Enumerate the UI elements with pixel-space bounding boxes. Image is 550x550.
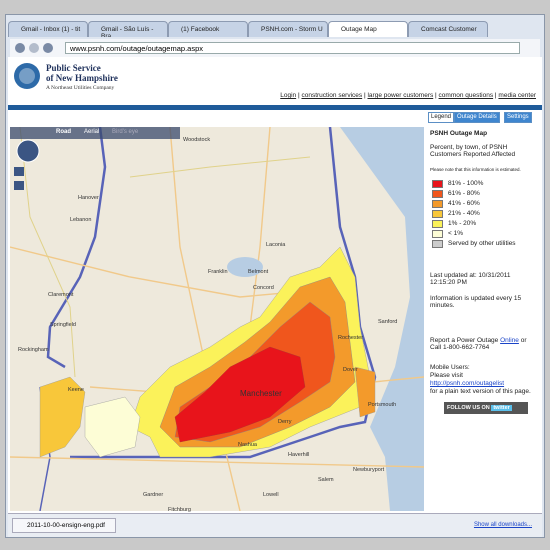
address-bar[interactable]: www.psnh.com/outage/outagemap.aspx xyxy=(65,42,520,54)
tagline: A Northeast Utilities Company xyxy=(46,85,115,91)
panel-tab[interactable]: Legend xyxy=(428,112,455,123)
nav-link[interactable]: large power customers xyxy=(367,92,434,99)
panel-note: Please note that this information is est… xyxy=(430,167,521,172)
map-label: Hanover xyxy=(78,195,99,201)
toolbar: www.psnh.com/outage/outagemap.aspx xyxy=(10,39,540,57)
map-label: Fitchburg xyxy=(168,507,191,513)
twitter-button[interactable]: FOLLOW US ON twitter xyxy=(444,402,528,414)
text: 2011-10-00-ensign-eng.pdf xyxy=(27,522,105,529)
web-page: Public Service of New Hampshire A Northe… xyxy=(8,57,542,513)
company-name: Public Service xyxy=(46,63,101,73)
panel-title: PSNH Outage Map xyxy=(430,130,488,137)
text: Report a Power Outage xyxy=(430,337,499,344)
browser-tab[interactable]: Gmail - São Luís - Bra xyxy=(88,21,168,37)
map-view-tab[interactable]: Bird's eye xyxy=(112,129,139,135)
download-item[interactable]: 2011-10-00-ensign-eng.pdf xyxy=(12,518,116,533)
update-info: Information is updated every 15 minutes. xyxy=(430,295,522,309)
text: FOLLOW US ON xyxy=(447,405,490,411)
map-label: Newburyport xyxy=(353,467,385,473)
map-label: Dover xyxy=(343,367,358,373)
legend-label: 21% - 40% xyxy=(448,210,480,217)
nav-link[interactable]: construction services xyxy=(301,92,363,99)
text: twitter xyxy=(491,405,512,411)
map-label: Belmont xyxy=(248,269,269,275)
nav-link[interactable]: common questions xyxy=(438,92,494,99)
header-rule xyxy=(8,105,542,110)
map-label: Keene xyxy=(68,387,84,393)
nav-buttons[interactable] xyxy=(14,42,62,54)
map-label: Concord xyxy=(253,285,274,291)
mobile-text: for a plain text version of this page. xyxy=(430,388,531,395)
panel-tab[interactable]: Settings xyxy=(504,112,532,123)
legend-swatch xyxy=(432,200,443,208)
map-label: Lebanon xyxy=(70,217,92,223)
map-label: Woodstock xyxy=(183,137,211,143)
map-label: Claremont xyxy=(48,292,74,298)
browser-tab[interactable]: (1) Facebook xyxy=(168,21,248,37)
map-view-tab[interactable]: Aerial xyxy=(84,129,100,135)
map-label: Rockingham xyxy=(18,347,49,353)
map-label: Lowell xyxy=(263,492,279,498)
mobile-link[interactable]: http://psnh.com/outagelist xyxy=(430,380,505,387)
link[interactable]: Online xyxy=(500,337,519,344)
legend-label: 81% - 100% xyxy=(448,180,484,187)
browser-tab[interactable]: Comcast Customer xyxy=(408,21,488,37)
map-label: Portsmouth xyxy=(368,402,397,408)
nav-link[interactable]: media center xyxy=(498,92,536,99)
company-name: of New Hampshire xyxy=(46,73,118,83)
nav-bar: Login | construction services | large po… xyxy=(280,92,536,99)
legend-swatch xyxy=(432,240,443,248)
panel-description: Percent, by town, of PSNH Customers Repo… xyxy=(430,144,516,158)
side-panel: Legend Outage Details Settings PSNH Outa… xyxy=(426,112,536,512)
legend-swatch xyxy=(432,230,443,238)
downloads-bar: 2011-10-00-ensign-eng.pdf Show all downl… xyxy=(8,513,542,537)
map-label: Sanford xyxy=(378,319,398,325)
text: Call 1-800-662-7764 xyxy=(430,344,490,351)
map-label: Salem xyxy=(318,477,334,483)
map-label: Nashua xyxy=(238,442,257,448)
legend-swatch xyxy=(432,190,443,198)
last-updated: Last updated at: 10/31/2011 12:15:20 PM xyxy=(430,272,511,286)
legend-label: 1% - 20% xyxy=(448,220,477,227)
legend-swatch xyxy=(432,180,443,188)
legend-label: < 1% xyxy=(448,230,463,237)
browser-tab[interactable]: Outage Map xyxy=(328,21,408,37)
legend-label: 41% - 60% xyxy=(448,200,480,207)
map-view-tab[interactable]: Road xyxy=(56,129,71,135)
map-label: Rochester xyxy=(338,335,364,341)
browser-tab[interactable]: PSNH.com - Storm U xyxy=(248,21,328,37)
map-label: Franklin xyxy=(208,269,228,275)
map-label: Gardner xyxy=(143,492,164,498)
outage-map[interactable] xyxy=(10,127,424,511)
legend-swatch xyxy=(432,210,443,218)
map-label: Haverhill xyxy=(288,452,310,458)
legend-label: 61% - 80% xyxy=(448,190,480,197)
panel-tab[interactable]: Outage Details xyxy=(454,112,500,123)
map-label: Derry xyxy=(278,419,292,425)
map-label: Laconia xyxy=(266,242,286,248)
text: or xyxy=(520,337,527,344)
report-text: Report a Power Outage Online or Call 1-80… xyxy=(430,337,538,351)
logo xyxy=(14,63,40,89)
mobile-title: Mobile Users: xyxy=(430,364,470,371)
browser-window: Gmail - Inbox (1) - tit Gmail - São Luís… xyxy=(5,14,545,538)
show-all-downloads[interactable]: Show all downloads... xyxy=(473,522,532,528)
legend-label: Served by other utilities xyxy=(448,240,516,247)
legend-swatch xyxy=(432,220,443,228)
map-label: Manchester xyxy=(240,389,282,398)
mobile-text: Please visit xyxy=(430,372,463,379)
browser-tab[interactable]: Gmail - Inbox (1) - tit xyxy=(8,21,88,37)
map-label: Springfield xyxy=(50,322,76,328)
nav-link[interactable]: Login xyxy=(280,92,297,99)
